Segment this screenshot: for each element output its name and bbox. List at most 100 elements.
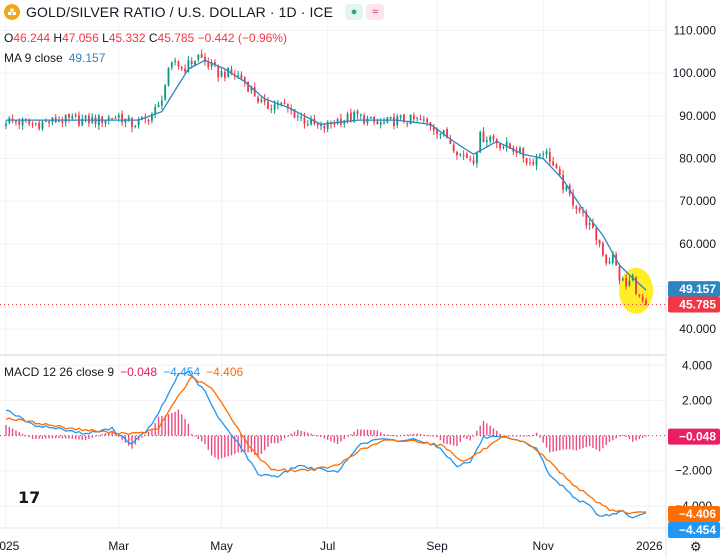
market-status-icon[interactable]: ●	[345, 4, 364, 20]
ma-label: MA 9 close	[4, 51, 63, 65]
price-tag-box	[668, 296, 720, 313]
candle-body	[207, 61, 210, 68]
ma-value: 49.157	[68, 51, 106, 65]
macd-label: MACD 12 26 close 9	[4, 365, 115, 379]
histogram-bar	[326, 435, 329, 440]
candle-body	[114, 117, 117, 119]
candle-body	[260, 99, 263, 102]
data-delay-icon[interactable]: ≈	[366, 4, 385, 20]
histogram-bar	[118, 435, 120, 437]
candle-body	[320, 124, 322, 126]
macd-tag-box	[668, 522, 720, 539]
candle-body	[61, 121, 64, 124]
histogram-bar	[147, 432, 150, 436]
candle-body	[389, 116, 392, 119]
candle-body	[436, 129, 438, 135]
candle-body	[41, 121, 44, 129]
ma-legend[interactable]: MA 9 close 49.157	[4, 51, 105, 65]
histogram-bar	[227, 435, 229, 457]
candle-body	[58, 120, 60, 122]
histogram-bar	[254, 435, 256, 455]
histogram-bar	[535, 432, 538, 436]
candle-body	[509, 143, 511, 149]
histogram-bar	[78, 435, 80, 440]
candle-body	[323, 126, 326, 129]
price-tag-box	[668, 281, 720, 298]
candle-body	[545, 151, 548, 155]
histogram-bar	[386, 434, 389, 436]
settings-gear-icon[interactable]: ⚙	[690, 539, 702, 554]
histogram-bar	[167, 414, 170, 436]
histogram-bar	[157, 416, 160, 436]
candle-body	[459, 153, 462, 155]
symbol-title[interactable]: GOLD/SILVER RATIO / U.S. DOLLAR · 1D · I…	[26, 4, 334, 20]
histogram-bar	[525, 435, 528, 437]
histogram-bar	[605, 435, 607, 446]
candle-body	[257, 97, 259, 102]
signal-line	[5, 375, 647, 515]
candle-body	[230, 68, 233, 74]
candle-body	[277, 104, 279, 106]
candle-body	[406, 122, 409, 125]
histogram-bar	[270, 435, 272, 444]
candle-body	[84, 115, 87, 119]
histogram-bar	[257, 435, 259, 458]
candle-body	[475, 152, 478, 164]
histogram-bar	[469, 435, 471, 441]
histogram-bar	[429, 435, 432, 437]
candle-body	[5, 123, 7, 126]
histogram-bar	[293, 431, 296, 436]
candle-body	[68, 114, 70, 118]
histogram-bar	[114, 433, 117, 436]
histogram-bar	[343, 435, 345, 440]
status-badges: ● ≈	[345, 4, 385, 20]
tradingview-logo[interactable]: 17	[18, 488, 41, 507]
price-tick-label: 100.000	[673, 66, 717, 80]
histogram-bar	[287, 435, 289, 437]
candle-body	[422, 119, 425, 121]
price-labels: 49.157 45.785 −0.048 −4.406 −4.454	[668, 281, 720, 539]
candle-body	[485, 140, 488, 143]
histogram-bar	[363, 429, 365, 436]
price-tick-label: 40.000	[679, 322, 716, 336]
histogram-bar	[234, 435, 236, 454]
histogram-bar	[127, 435, 130, 446]
ohlc-open-label: O	[4, 31, 14, 45]
ohlc-close-label: C	[148, 31, 158, 45]
macd-signal-value: −4.406	[206, 365, 244, 379]
histogram-bar	[320, 435, 322, 437]
price-tick-label: 90.000	[679, 109, 716, 123]
histogram-bar	[263, 435, 266, 451]
candle-body	[525, 158, 528, 164]
histogram-bar	[194, 435, 196, 437]
macd-legend[interactable]: MACD 12 26 close 9 −0.048 −4.454 −4.406	[4, 365, 243, 379]
candle-body	[170, 62, 173, 68]
candle-body	[565, 186, 568, 190]
histogram-bar	[612, 435, 614, 441]
candle-body	[247, 82, 249, 92]
candle-body	[336, 119, 339, 124]
candle-body	[426, 118, 429, 123]
price-tick-label: 80.000	[679, 152, 716, 166]
histogram-bar	[346, 435, 349, 437]
histogram-bar	[632, 435, 634, 442]
histogram-bar	[489, 425, 491, 436]
histogram-bar	[8, 426, 11, 436]
histogram-bar	[300, 430, 302, 436]
histogram-bar	[21, 433, 24, 436]
histogram-bar	[323, 435, 326, 439]
histogram-bar	[622, 434, 624, 436]
candle-body	[214, 61, 216, 66]
histogram-bar	[476, 430, 478, 436]
histogram-bar	[449, 435, 452, 445]
histogram-bar	[84, 435, 87, 441]
candle-body	[131, 118, 133, 128]
histogram-bar	[443, 435, 445, 444]
time-tick-label: 2025	[0, 539, 20, 553]
histogram-bar	[108, 431, 110, 436]
ohlc-low-label: L	[102, 31, 109, 45]
candle-body	[363, 115, 366, 124]
histogram-bar	[307, 432, 309, 436]
histogram-bar	[409, 434, 412, 436]
